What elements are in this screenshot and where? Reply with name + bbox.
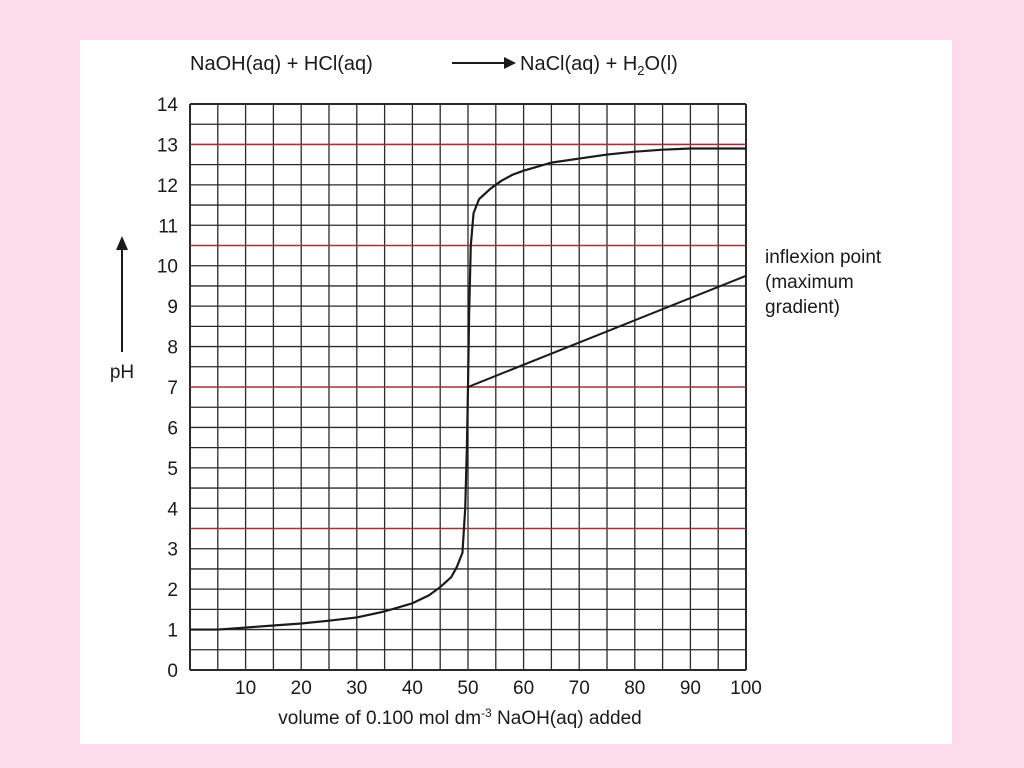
y-tick-label-0: 0 — [167, 661, 178, 682]
y-tick-label-11: 11 — [158, 216, 178, 237]
x-axis-title-superscript: -3 — [481, 706, 492, 720]
y-tick-label-4: 4 — [167, 499, 178, 520]
x-tick-label-50: 50 — [457, 678, 478, 699]
y-tick-label-9: 9 — [167, 297, 178, 318]
title-right-end: O(l) — [645, 53, 678, 75]
grid — [189, 103, 747, 671]
title-right: NaCl(aq) + H2O(l) — [520, 53, 678, 78]
chart-panel: 0 1 2 3 4 5 6 7 8 9 10 11 12 13 14 10 20 30 40 50 60 70 80 90 10… — [80, 40, 952, 744]
y-tick-label-13: 13 — [157, 135, 178, 156]
y-tick-label-2: 2 — [167, 580, 178, 601]
y-axis-arrow-icon — [116, 236, 128, 352]
y-tick-label-7: 7 — [167, 378, 178, 399]
x-tick-label-30: 30 — [346, 678, 367, 699]
annotation-layer — [467, 274, 747, 388]
annotation-line-2: (maximum — [765, 272, 854, 293]
x-axis-title-end: NaOH(aq) added — [492, 708, 642, 729]
x-tick-label-40: 40 — [402, 678, 423, 699]
x-tick-label-70: 70 — [569, 678, 590, 699]
x-tick-label-90: 90 — [680, 678, 701, 699]
y-tick-label-6: 6 — [167, 418, 178, 439]
y-axis-title: pH — [110, 362, 134, 383]
annotation-line-3: gradient) — [765, 297, 840, 318]
y-tick-label-12: 12 — [157, 176, 178, 197]
reaction-arrow-icon — [452, 57, 516, 69]
inflexion-pointer-line — [467, 274, 747, 388]
x-tick-label-100: 100 — [730, 678, 762, 699]
title-right-main: NaCl(aq) + H — [520, 53, 637, 75]
x-tick-label-10: 10 — [235, 678, 256, 699]
annotation-line-1: inflexion point — [765, 247, 882, 268]
y-tick-label-1: 1 — [167, 621, 178, 642]
x-tick-label-60: 60 — [513, 678, 534, 699]
x-axis-title: volume of 0.100 mol dm-3 NaOH(aq) added — [278, 706, 641, 729]
y-tick-label-8: 8 — [167, 338, 178, 359]
title-left: NaOH(aq) + HCl(aq) — [190, 53, 373, 75]
x-axis-title-main: volume of 0.100 mol dm — [278, 708, 481, 729]
x-tick-label-20: 20 — [291, 678, 312, 699]
y-tick-label-5: 5 — [167, 459, 178, 480]
y-tick-label-14: 14 — [157, 95, 179, 116]
title-subscript: 2 — [637, 63, 644, 78]
x-tick-label-80: 80 — [624, 678, 645, 699]
y-tick-label-10: 10 — [157, 257, 178, 278]
y-tick-label-3: 3 — [167, 540, 178, 561]
